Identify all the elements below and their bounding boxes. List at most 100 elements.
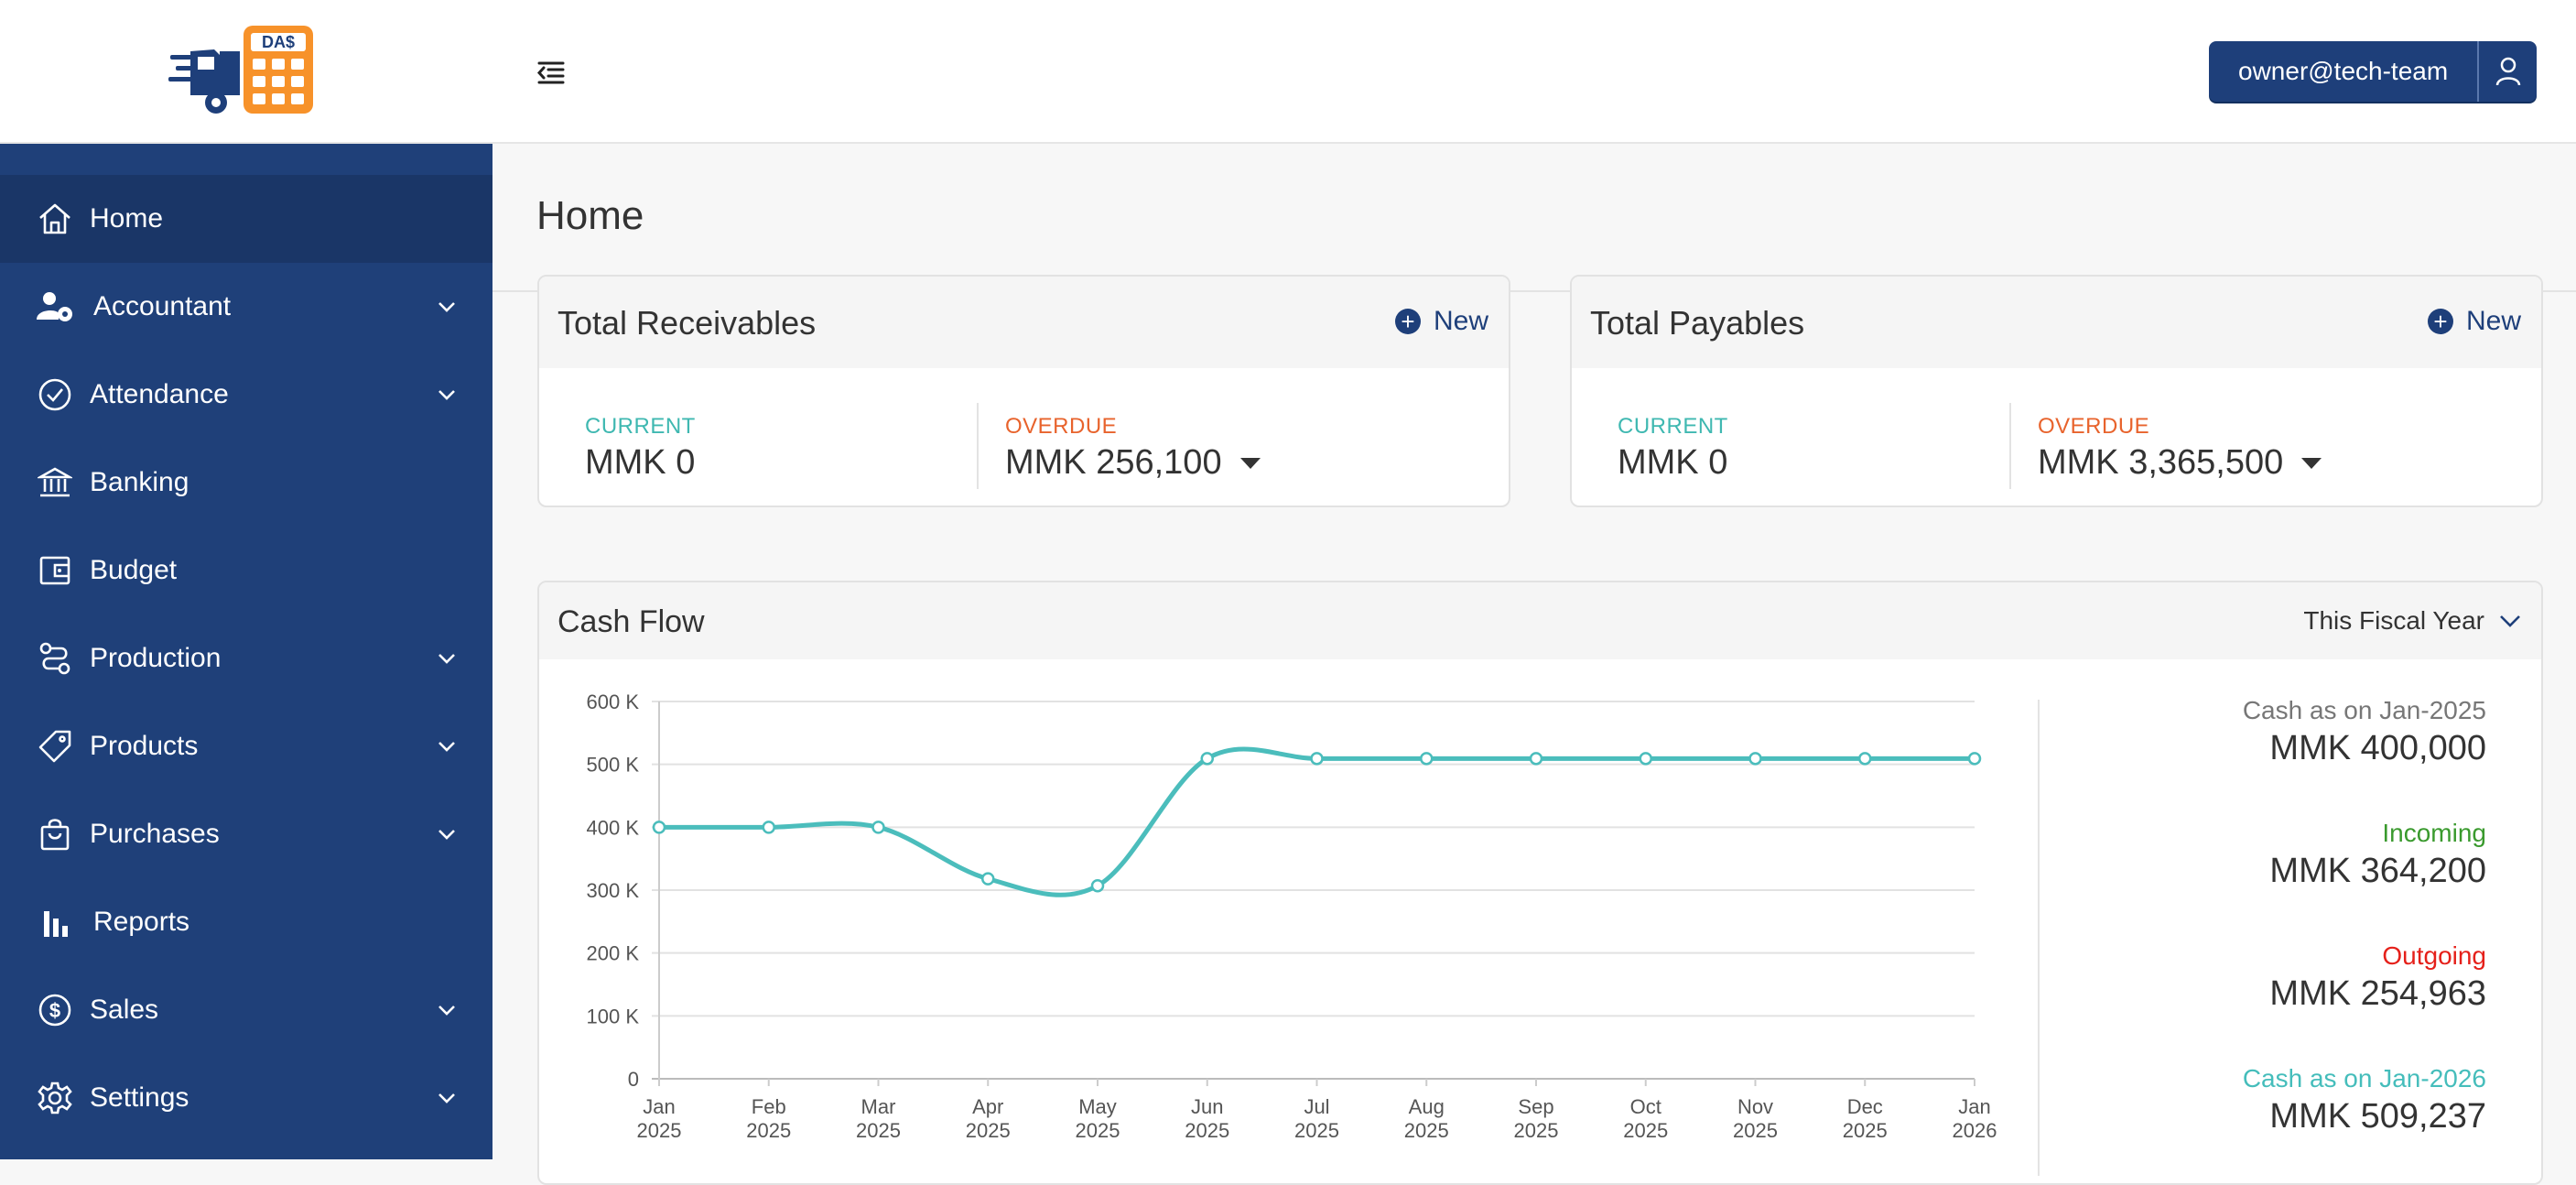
card-title: Total Receivables [557, 304, 817, 342]
x-tick-label: Oct [1630, 1095, 1661, 1118]
x-tick-label: Jul [1304, 1095, 1329, 1118]
overdue-label: OVERDUE [2038, 414, 2150, 439]
x-tick-label: Jan [1958, 1095, 1990, 1118]
overdue-value-row: MMK 256,100 [1005, 443, 1261, 483]
x-tick-label: 2025 [1514, 1119, 1559, 1142]
sidebar-item-reports[interactable]: Reports [0, 878, 492, 966]
sidebar-item-label: Accountant [93, 291, 232, 321]
x-tick-label: Mar [861, 1095, 896, 1118]
period-label: This Fiscal Year [2303, 606, 2484, 635]
new-button-label: New [1433, 306, 1488, 336]
x-tick-label: 2025 [966, 1119, 1011, 1142]
plus-circle-icon: + [2427, 309, 2453, 334]
y-tick-label: 100 K [587, 1005, 640, 1027]
x-tick-label: 2025 [1185, 1119, 1229, 1142]
sidebar-item-budget[interactable]: Budget [0, 527, 492, 614]
summary-closing-cash: Cash as on Jan-2026 MMK 509,237 [2243, 1064, 2486, 1136]
svg-text:$: $ [49, 999, 60, 1022]
summary-incoming: Incoming MMK 364,200 [2269, 819, 2486, 891]
data-point [1310, 752, 1324, 766]
sidebar-item-label: Banking [90, 467, 189, 497]
logo-icon[interactable]: DA$ [168, 24, 315, 117]
sidebar-item-products[interactable]: Products [0, 702, 492, 790]
user-email[interactable]: owner@tech-team [2209, 41, 2480, 102]
summary-value: MMK 400,000 [2269, 729, 2486, 767]
page-header: Home [492, 146, 2576, 292]
summary-value: MMK 254,963 [2269, 974, 2486, 1013]
sidebar-item-label: Production [90, 643, 222, 673]
card-header: Cash Flow This Fiscal Year [539, 582, 2541, 659]
y-tick-label: 400 K [587, 816, 640, 839]
top-bar: DA$ owner@tech-team [0, 0, 2576, 144]
sidebar-item-banking[interactable]: Banking [0, 439, 492, 527]
x-tick-label: Feb [752, 1095, 786, 1118]
sidebar-item-label: Budget [90, 555, 178, 585]
x-tick-label: 2025 [1623, 1119, 1668, 1142]
sidebar-item-attendance[interactable]: Attendance [0, 351, 492, 439]
sidebar-item-sales[interactable]: $ Sales [0, 966, 492, 1054]
card-title: Cash Flow [557, 604, 705, 639]
shopping-bag-icon [37, 816, 73, 853]
sidebar-item-purchases[interactable]: Purchases [0, 790, 492, 878]
new-receivable-button[interactable]: + New [1394, 306, 1488, 337]
dollar-circle-icon: $ [37, 992, 73, 1028]
data-point [1529, 752, 1543, 766]
x-tick-label: 2025 [637, 1119, 682, 1142]
period-select[interactable]: This Fiscal Year [2303, 606, 2521, 636]
sidebar-item-settings[interactable]: Settings [0, 1054, 492, 1142]
current-label: CURRENT [585, 414, 696, 439]
bar-chart-icon [37, 904, 73, 940]
data-point [981, 872, 995, 886]
sidebar-toggle-button[interactable] [531, 55, 571, 92]
sidebar-item-label: Sales [90, 995, 159, 1025]
receivables-card: Total Receivables + New CURRENT MMK 0 OV… [537, 275, 1510, 507]
x-tick-label: Dec [1847, 1095, 1883, 1118]
x-tick-label: Apr [972, 1095, 1003, 1118]
summary-value: MMK 364,200 [2269, 852, 2486, 890]
sidebar-item-home[interactable]: Home [0, 175, 492, 263]
sidebar-item-label: Attendance [90, 379, 229, 409]
chevron-down-icon [436, 735, 458, 757]
user-cog-icon [37, 288, 73, 325]
current-label: CURRENT [1618, 414, 1728, 439]
sidebar-item-label: Settings [90, 1082, 189, 1113]
logo-text: DA$ [262, 33, 295, 51]
caret-down-icon[interactable] [1239, 457, 1261, 469]
summary-value: MMK 509,237 [2269, 1097, 2486, 1136]
caret-down-icon[interactable] [2301, 457, 2322, 469]
user-icon[interactable] [2479, 41, 2537, 102]
payables-card: Total Payables + New CURRENT MMK 0 OVERD… [1570, 275, 2543, 507]
x-tick-label: 2025 [1843, 1119, 1888, 1142]
card-header: Total Receivables + New [539, 277, 1509, 368]
data-point [871, 821, 885, 834]
tag-icon [37, 728, 73, 765]
summary-opening-cash: Cash as on Jan-2025 MMK 400,000 [2243, 696, 2486, 768]
data-point [1967, 752, 1982, 766]
divider [2009, 403, 2011, 489]
new-payable-button[interactable]: + New [2427, 306, 2521, 337]
chevron-down-icon [2500, 615, 2520, 627]
chevron-down-icon [436, 296, 458, 318]
sidebar-item-production[interactable]: Production [0, 614, 492, 702]
chevron-down-icon [436, 647, 458, 669]
x-tick-label: 2025 [1294, 1119, 1339, 1142]
overdue-value: MMK 256,100 [1005, 443, 1222, 482]
user-menu-button[interactable]: owner@tech-team [2209, 41, 2538, 102]
data-point [1090, 878, 1105, 893]
x-tick-label: Nov [1737, 1095, 1773, 1118]
sidebar-item-accountant[interactable]: Accountant [0, 263, 492, 351]
gear-icon [37, 1080, 73, 1116]
menu-collapse-icon [536, 61, 565, 84]
card-title: Total Payables [1590, 304, 1805, 342]
y-tick-label: 0 [628, 1068, 639, 1091]
new-button-label: New [2465, 306, 2521, 336]
chevron-down-icon [436, 823, 458, 845]
data-point [762, 821, 775, 834]
card-header: Total Payables + New [1572, 277, 2541, 368]
data-point [1639, 752, 1652, 766]
plus-circle-icon: + [1394, 309, 1421, 334]
chevron-down-icon [436, 384, 458, 406]
summary-outgoing: Outgoing MMK 254,963 [2269, 941, 2486, 1014]
x-tick-label: 2025 [856, 1119, 901, 1142]
y-tick-label: 500 K [587, 754, 640, 777]
